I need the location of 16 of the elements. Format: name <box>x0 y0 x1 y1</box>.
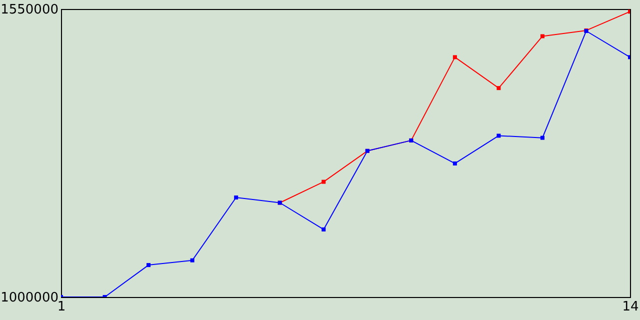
x-tick-label: 1 <box>57 300 66 314</box>
point <box>496 86 501 90</box>
point <box>540 136 544 140</box>
point <box>322 180 326 184</box>
point <box>496 134 501 138</box>
point <box>234 196 238 200</box>
point <box>452 55 457 60</box>
point <box>322 227 326 232</box>
y-tick-label: 1550000 <box>0 2 58 18</box>
point <box>540 34 544 38</box>
line-series <box>61 28 630 297</box>
x-tick-label: 14 <box>622 300 639 314</box>
point <box>146 263 151 268</box>
point <box>452 161 457 166</box>
y-tick-label: 1000000 <box>0 290 58 306</box>
point <box>190 258 194 262</box>
